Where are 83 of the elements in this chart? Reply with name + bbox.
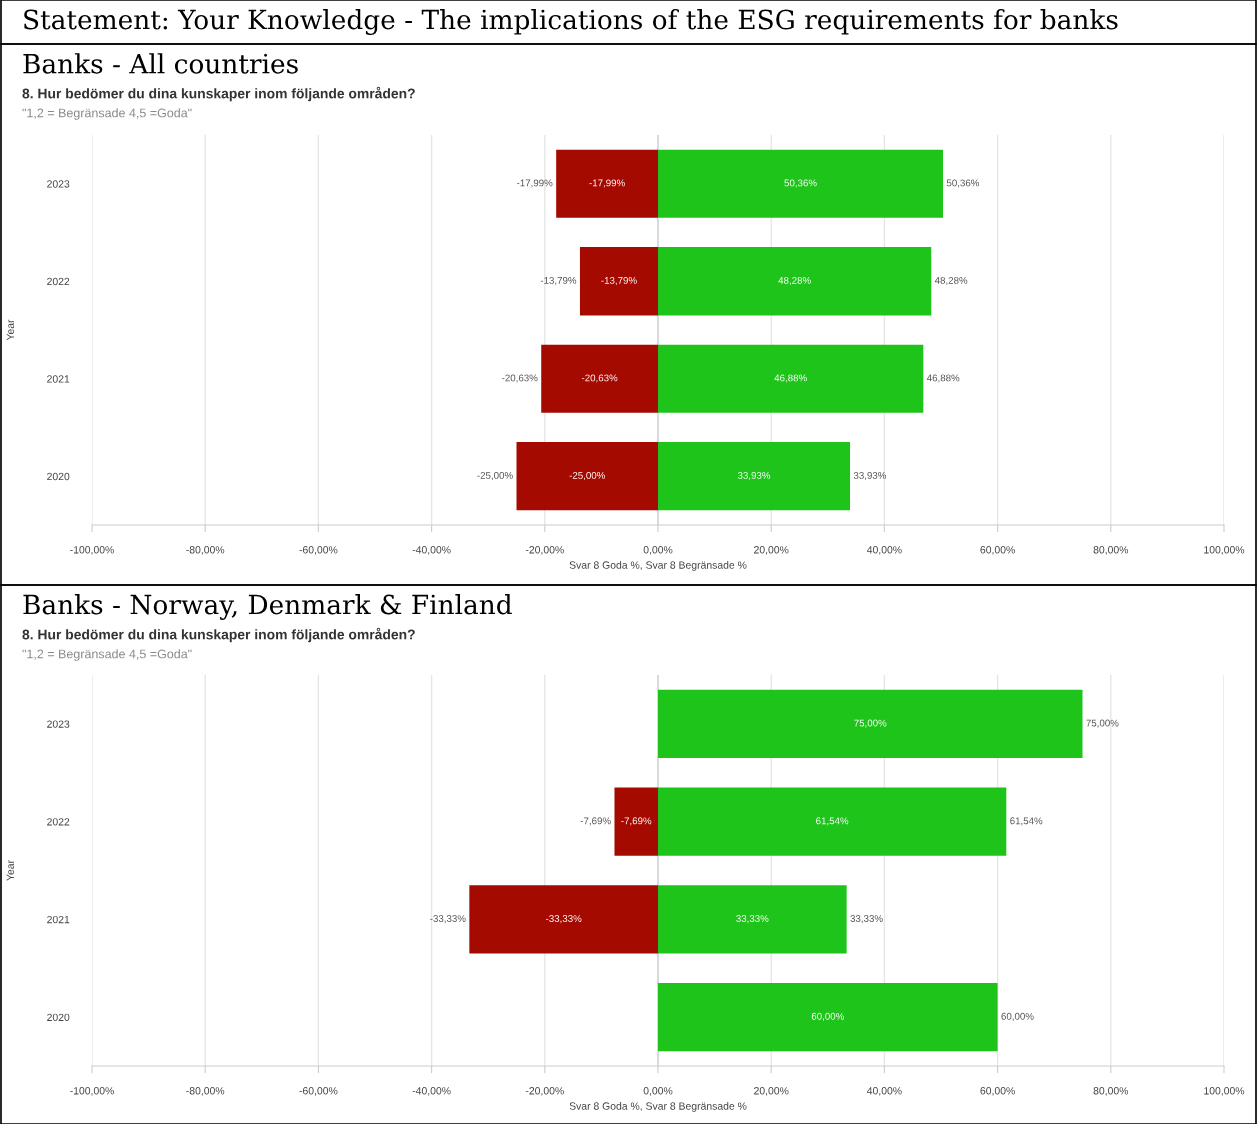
- x-tick-label: -80,00%: [186, 1087, 225, 1096]
- x-tick-label: -80,00%: [186, 546, 225, 555]
- bar: [658, 247, 932, 316]
- data-label: 33,93%: [853, 471, 887, 481]
- x-tick-label: 80,00%: [1093, 546, 1129, 555]
- bar: [658, 885, 847, 954]
- x-tick-label: 20,00%: [754, 1087, 789, 1096]
- text: -13,79%: [540, 276, 577, 286]
- data-label: 50,36%: [946, 179, 980, 188]
- x-tick-label: 0,00%: [643, 1087, 673, 1096]
- y-tick-label: 2023: [47, 720, 70, 728]
- bar: [556, 149, 658, 218]
- text: -17,99%: [589, 179, 625, 188]
- x-tick-label: -20,00%: [525, 546, 564, 555]
- data-label: -25,00%: [477, 471, 513, 481]
- bar: [658, 344, 924, 413]
- chart-title: Banks - Norway, Denmark & Finland: [23, 594, 512, 620]
- chart-subtitle: 8. Hur bedömer du dina kunskaper inom följande områden?: [22, 86, 415, 102]
- text: 46,88%: [774, 374, 807, 383]
- x-tick-label: 0,00%: [643, 546, 673, 555]
- text: 75,00%: [854, 719, 887, 728]
- data-label: -33,33%: [430, 915, 466, 924]
- x-tick-label: 20,00%: [754, 546, 789, 555]
- x-tick-label: -100,00%: [70, 546, 114, 555]
- y-tick-label: 2020: [47, 472, 70, 481]
- bar: [614, 787, 658, 856]
- y-tick-label: 2023: [47, 180, 70, 188]
- x-tick-label: 60,00%: [980, 546, 1015, 555]
- bar: [658, 442, 851, 511]
- y-tick-label: 2020: [47, 1013, 70, 1021]
- data-label: -17,99%: [517, 179, 553, 188]
- text: "1,2 = Begränsade 4,5 =Goda": [22, 649, 192, 661]
- text: Statement: Your Knowledge - The implications of the ESG requirements for banks: [24, 9, 1118, 35]
- x-tick-label: -40,00%: [412, 546, 451, 555]
- data-label: -20,63%: [502, 374, 538, 383]
- data-label: -7,69%: [621, 817, 652, 826]
- x-tick-label: -100,00%: [70, 1087, 114, 1096]
- data-label: 33,33%: [850, 915, 883, 924]
- text: 50,36%: [784, 179, 817, 188]
- text: -20,63%: [581, 374, 618, 383]
- data-label: 48,28%: [934, 276, 968, 286]
- y-tick-label: 2021: [47, 375, 70, 383]
- text: 60,00%: [811, 1012, 844, 1021]
- y-axis-title: Year: [6, 319, 14, 341]
- bar: [658, 787, 1007, 856]
- bar: [579, 247, 658, 316]
- x-axis-title: Svar 8 Goda %, Svar 8 Begränsade %: [569, 561, 747, 571]
- x-tick-label: 100,00%: [1204, 1087, 1245, 1096]
- text: -7,69%: [580, 817, 611, 826]
- x-tick-label: 40,00%: [866, 546, 902, 555]
- y-tick-label: 2022: [47, 818, 70, 826]
- bar: [469, 885, 658, 954]
- data-label: 60,00%: [1001, 1012, 1034, 1021]
- x-tick-label: -60,00%: [299, 546, 338, 555]
- y-axis-title: Year: [6, 860, 14, 881]
- x-tick-label: -40,00%: [412, 1087, 451, 1096]
- bar: [541, 344, 658, 413]
- text: -33,33%: [546, 915, 582, 924]
- data-label: 75,00%: [1086, 719, 1119, 728]
- x-axis-title: Svar 8 Goda %, Svar 8 Begränsade %: [569, 1102, 747, 1112]
- text: 61,54%: [816, 817, 849, 826]
- data-label: -13,79%: [601, 276, 637, 286]
- bar: [658, 982, 998, 1052]
- chart-subtitle: 8. Hur bedömer du dina kunskaper inom följande områden?: [22, 627, 415, 643]
- y-tick-label: 2021: [47, 915, 70, 924]
- text: 33,93%: [737, 471, 771, 481]
- x-tick-label: 80,00%: [1093, 1087, 1129, 1096]
- x-tick-label: -60,00%: [299, 1087, 338, 1096]
- data-label: 46,88%: [926, 374, 960, 383]
- x-tick-label: -20,00%: [525, 1087, 564, 1096]
- x-tick-label: 60,00%: [980, 1087, 1015, 1096]
- x-tick-label: 40,00%: [866, 1087, 902, 1096]
- bar: [516, 442, 658, 511]
- bar: [658, 149, 944, 218]
- x-tick-label: 100,00%: [1204, 546, 1245, 555]
- data-label: 61,54%: [1010, 817, 1043, 826]
- text: -25,00%: [569, 471, 606, 481]
- text: 33,33%: [736, 915, 769, 924]
- text: 48,28%: [778, 276, 811, 286]
- text: "1,2 = Begränsade 4,5 =Goda": [22, 108, 192, 120]
- y-tick-label: 2022: [47, 277, 70, 286]
- chart-title: Banks - All countries: [23, 53, 298, 74]
- bar: [658, 689, 1083, 759]
